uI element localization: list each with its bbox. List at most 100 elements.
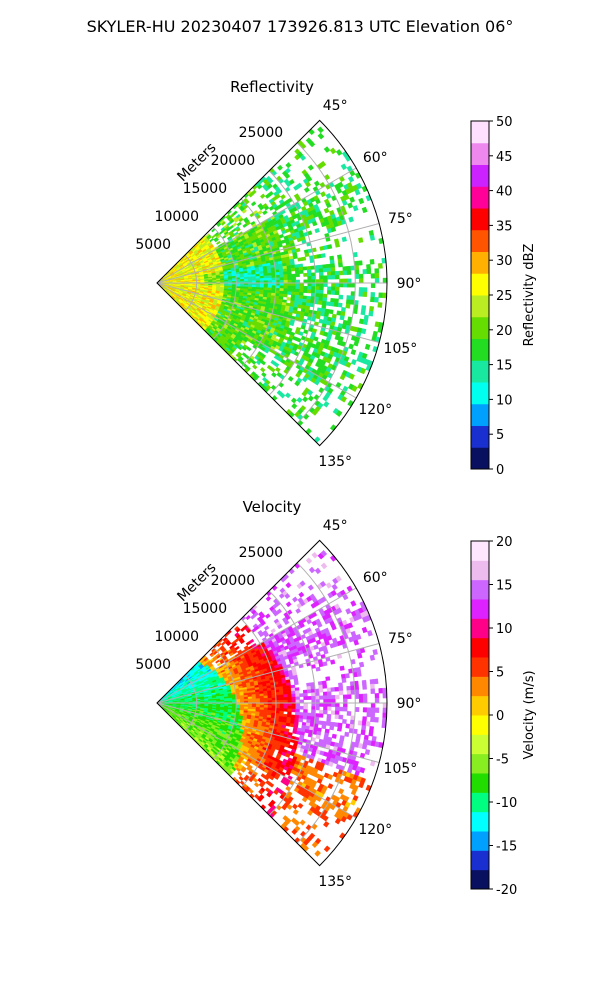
radar-cell [317,300,323,305]
azimuth-tick-label: 120° [358,402,392,418]
radar-cell [334,242,341,248]
radar-cell [297,257,303,262]
radar-cell [287,288,292,293]
radar-cell [239,698,245,702]
radar-cell [251,704,257,708]
radar-cell [347,175,355,183]
radar-cell [290,267,296,272]
radar-cell [329,147,337,155]
radar-cell [358,291,364,297]
radar-cell [313,336,319,342]
radar-cell [369,234,376,241]
radar-cell [263,277,269,281]
radar-cell [275,366,281,373]
radar-cell [295,285,300,290]
radar-cell [221,221,226,226]
colorbar-segment [471,251,489,274]
radar-cell [370,296,375,303]
radar-cell [290,397,297,404]
radar-cell [335,286,340,292]
colorbar-tick-label: 0 [496,463,504,478]
radar-cell [340,163,348,171]
radar-cell [296,396,303,404]
radar-cell [347,202,354,209]
radar-cell [374,268,380,274]
radar-cell [214,238,219,243]
radar-cell [319,282,324,287]
radar-cell [345,303,351,309]
radar-cell [317,126,324,134]
radar-cell [311,275,316,280]
radar-cell [279,274,285,278]
radar-cell [330,267,336,272]
radar-cell [252,364,258,370]
radar-cell [362,319,369,326]
radar-cell [234,645,240,651]
figure-suptitle: SKYLER-HU 20230407 173926.813 UTC Elevat… [87,17,514,36]
radar-cell [346,265,352,271]
colorbar-tick-label: 50 [496,115,513,130]
colorbar-tick-label: 40 [496,185,513,200]
radar-cell [307,282,312,287]
colorbar-tick-label: 35 [496,219,513,234]
radar-cell [302,396,309,403]
radar-cell [292,254,298,260]
radar-cell [291,291,296,296]
radar-cell [329,259,335,265]
radar-cell [330,226,337,233]
radar-cell [283,291,288,295]
radar-cell [283,274,288,278]
radar-cell [317,132,325,140]
azimuth-tick-label: 135° [318,454,352,470]
radar-cell [352,205,359,212]
radar-cell [307,164,314,171]
radar-cell [306,265,312,271]
radar-cell [250,201,257,207]
radar-cell [303,285,308,290]
radar-cell [259,695,265,699]
radar-cell [291,285,297,290]
radar-cell [287,270,292,275]
radar-cell [251,284,257,288]
radar-cell [364,343,371,351]
radar-cell [338,294,344,300]
radar-cell [366,264,371,270]
radar-cell [278,233,284,239]
radar-cell [294,267,300,272]
radar-cell [263,275,269,279]
radar-cell [347,282,352,288]
radar-cell [311,282,316,287]
colorbar-tick-label: 15 [496,359,513,374]
radar-cell [374,273,380,279]
radar-cell [374,278,380,284]
radar-cell [341,236,347,243]
radar-cell [346,295,352,301]
radar-cell [342,270,348,276]
radar-cell [327,244,333,250]
radar-cell [330,271,336,276]
radar-cell [337,302,343,308]
radar-cell [327,286,332,291]
radar-cell [311,286,316,291]
radar-cell [302,266,308,271]
radar-cell [342,266,348,272]
radar-cell [267,272,273,276]
radar-cell [302,295,308,300]
radar-cell [247,698,253,702]
radar-cell [255,278,261,281]
radar-cell [235,704,241,707]
radar-cell [374,297,379,303]
radar-cell [328,309,334,315]
radar-cell [278,382,285,388]
radar-cell [362,269,368,275]
radar-cell [282,268,288,273]
radar-cell [267,285,273,289]
azimuth-tick-label: 75° [388,211,413,227]
radar-cell [378,292,384,299]
radar-cell [334,298,339,304]
radar-cell [359,278,364,284]
radar-cell [282,293,288,298]
radar-cell [259,284,265,288]
radar-cell [329,255,335,261]
